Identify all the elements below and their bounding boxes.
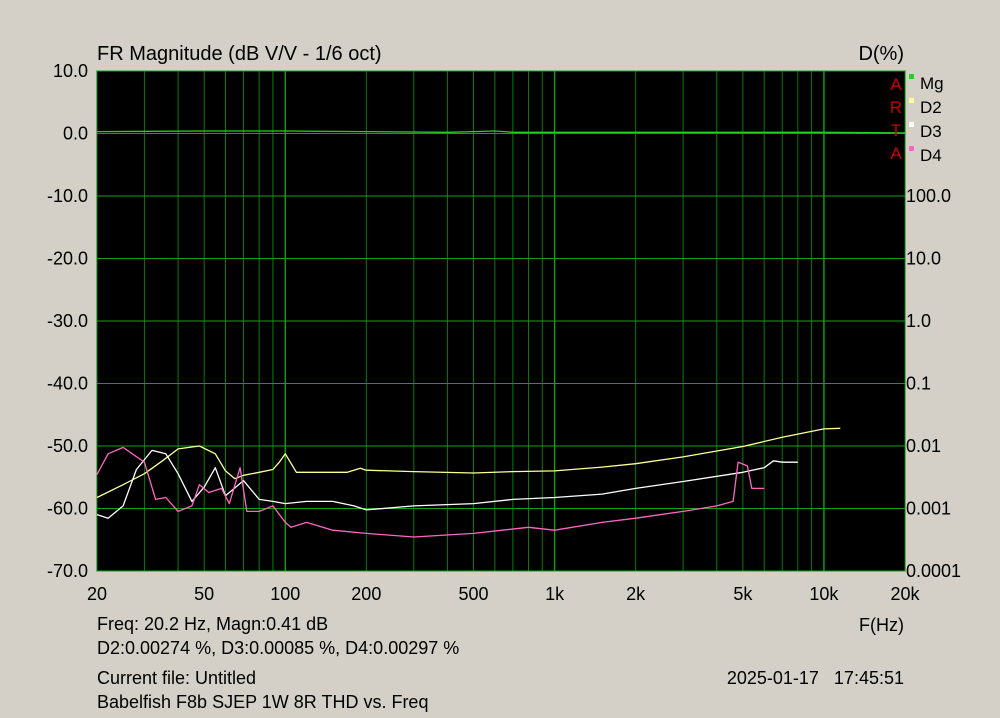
- y2-tick-label: 0.01: [906, 436, 941, 456]
- legend-label: D4: [920, 146, 942, 165]
- series-layer: [96, 130, 906, 538]
- x-tick-labels: 20 50 100 200 500 1k 2k 5k 10k 20k: [87, 584, 921, 604]
- legend-label: D3: [920, 122, 942, 141]
- y2-tick-label: 0.1: [906, 374, 931, 394]
- brand-letter: A: [890, 144, 902, 163]
- y2-tick-label: 100.0: [906, 186, 951, 206]
- series-line-d2: [96, 427, 841, 499]
- timestamp: 2025-01-17 17:45:51: [726, 668, 904, 688]
- brand-letter: R: [890, 98, 902, 117]
- y-tick-label: -50.0: [47, 436, 88, 456]
- legend-label: Mg: [920, 74, 944, 93]
- brand-letter: A: [890, 75, 902, 94]
- x-tick-label: 10k: [809, 584, 839, 604]
- measurement-description: Babelfish F8b SJEP 1W 8R THD vs. Freq: [97, 692, 429, 712]
- x-tick-label: 20k: [890, 584, 920, 604]
- y2-tick-label: 0.0001: [906, 561, 961, 581]
- grid: [96, 70, 906, 572]
- y-tick-label: -10.0: [47, 186, 88, 206]
- y2-tick-label: 0.001: [906, 499, 951, 519]
- x-tick-label: 20: [87, 584, 107, 604]
- y2-tick-labels: 100.0 10.0 1.0 0.1 0.01 0.001 0.0001: [906, 186, 961, 581]
- y2-tick-label: 10.0: [906, 249, 941, 269]
- x-tick-label: 500: [458, 584, 488, 604]
- series-line-mg: [96, 130, 906, 134]
- y-tick-labels: 10.0 0.0 -10.0 -20.0 -30.0 -40.0 -50.0 -60.0 -70…: [47, 61, 88, 581]
- x-tick-label: 50: [194, 584, 214, 604]
- y-tick-label: 0.0: [63, 124, 88, 144]
- legend-label: D2: [920, 98, 942, 117]
- x-tick-label: 5k: [733, 584, 753, 604]
- chart-title: FR Magnitude (dB V/V - 1/6 oct): [97, 43, 382, 65]
- y-tick-label: 10.0: [53, 61, 88, 81]
- right-axis-title: D(%): [858, 43, 904, 65]
- legend-swatch: [909, 74, 914, 79]
- x-tick-label: 100: [270, 584, 300, 604]
- x-axis-label: F(Hz): [859, 615, 904, 635]
- x-tick-label: 2k: [626, 584, 646, 604]
- y2-tick-label: 1.0: [906, 311, 931, 331]
- x-tick-label: 200: [351, 584, 381, 604]
- y-tick-label: -20.0: [47, 249, 88, 269]
- legend: Mg D2 D3 D4: [909, 74, 944, 165]
- legend-swatch: [909, 146, 914, 151]
- legend-swatch: [909, 98, 914, 103]
- legend-swatch: [909, 122, 914, 127]
- series-line-d3: [96, 449, 798, 519]
- brand-letter: T: [891, 121, 901, 140]
- y-tick-label: -40.0: [47, 374, 88, 394]
- y-tick-label: -30.0: [47, 311, 88, 331]
- cursor-readout-line2: D2:0.00274 %, D3:0.00085 %, D4:0.00297 %: [97, 638, 460, 658]
- x-tick-label: 1k: [545, 584, 565, 604]
- y-tick-label: -70.0: [47, 561, 88, 581]
- series-line-d4: [96, 446, 765, 538]
- cursor-readout-line1: Freq: 20.2 Hz, Magn:0.41 dB: [97, 614, 329, 634]
- current-file: Current file: Untitled: [97, 668, 257, 688]
- y-tick-label: -60.0: [47, 499, 88, 519]
